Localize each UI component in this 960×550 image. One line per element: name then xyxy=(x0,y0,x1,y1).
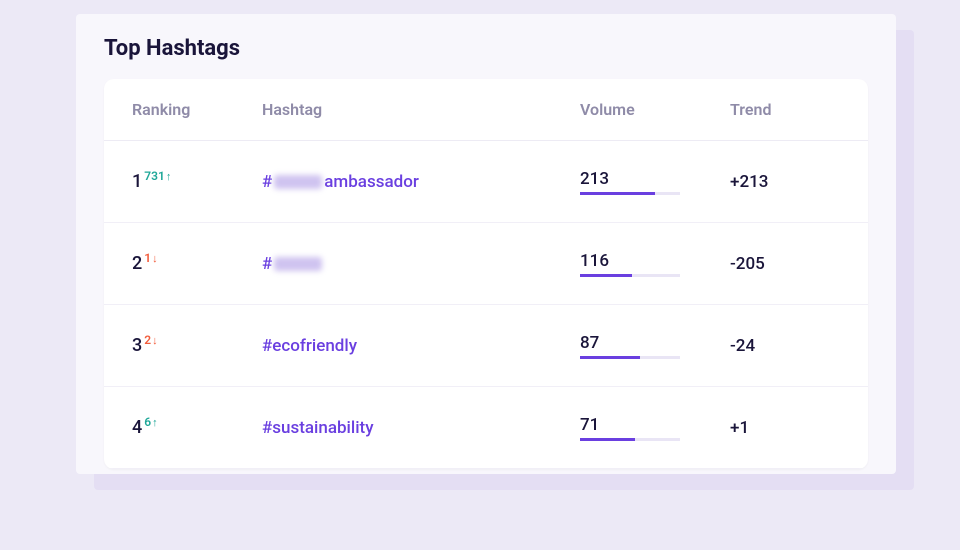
volume-bar xyxy=(580,438,680,441)
rank-cell: 2 1 ↓ xyxy=(132,253,262,274)
rank-change-badge: 6 ↑ xyxy=(144,415,157,429)
hashtag-cell[interactable]: #sustainability xyxy=(262,418,580,438)
trend-value: -205 xyxy=(730,254,840,274)
col-header-hashtag: Hashtag xyxy=(262,100,580,119)
volume-value: 87 xyxy=(580,333,730,353)
redacted-text xyxy=(274,257,322,271)
arrow-up-icon: ↑ xyxy=(152,416,158,429)
volume-bar-fill xyxy=(580,438,635,441)
arrow-down-icon: ↓ xyxy=(152,252,158,265)
rank-change-value: 1 xyxy=(144,251,151,265)
rank-change-value: 731 xyxy=(144,169,165,183)
volume-bar xyxy=(580,274,680,277)
hashtag-cell[interactable]: # ambassador xyxy=(262,172,580,192)
trend-value: -24 xyxy=(730,336,840,356)
trend-value: +213 xyxy=(730,172,840,192)
hashtag-text: #ecofriendly xyxy=(262,336,357,356)
volume-bar-fill xyxy=(580,274,632,277)
rank-change-value: 2 xyxy=(144,333,151,347)
rank-change-value: 6 xyxy=(144,415,151,429)
rank-number: 1 xyxy=(132,171,142,192)
volume-value: 71 xyxy=(580,415,730,435)
volume-bar xyxy=(580,356,680,359)
rank-change-badge: 731 ↑ xyxy=(144,169,171,183)
volume-value: 213 xyxy=(580,169,730,189)
col-header-volume: Volume xyxy=(580,100,730,119)
col-header-ranking: Ranking xyxy=(132,100,262,119)
volume-bar-fill xyxy=(580,192,655,195)
rank-cell: 3 2 ↓ xyxy=(132,335,262,356)
hashtag-cell[interactable]: # xyxy=(262,254,580,274)
rank-number: 4 xyxy=(132,417,142,438)
hashtag-prefix: # xyxy=(262,172,272,192)
table-row[interactable]: 3 2 ↓ #ecofriendly 87 -24 xyxy=(104,305,868,387)
table-row[interactable]: 4 6 ↑ #sustainability 71 +1 xyxy=(104,387,868,469)
rank-cell: 4 6 ↑ xyxy=(132,417,262,438)
rank-change-badge: 2 ↓ xyxy=(144,333,157,347)
arrow-down-icon: ↓ xyxy=(152,334,158,347)
volume-value: 116 xyxy=(580,251,730,271)
col-header-trend: Trend xyxy=(730,100,840,119)
rank-number: 2 xyxy=(132,253,142,274)
volume-bar xyxy=(580,192,680,195)
hashtag-suffix: ambassador xyxy=(324,172,419,192)
volume-cell: 71 xyxy=(580,415,730,441)
rank-change-badge: 1 ↓ xyxy=(144,251,157,265)
table-header-row: Ranking Hashtag Volume Trend xyxy=(104,79,868,141)
volume-cell: 116 xyxy=(580,251,730,277)
panel-title: Top Hashtags xyxy=(104,36,868,61)
volume-cell: 213 xyxy=(580,169,730,195)
volume-cell: 87 xyxy=(580,333,730,359)
trend-value: +1 xyxy=(730,418,840,438)
table-row[interactable]: 1 731 ↑ # ambassador 213 +213 xyxy=(104,141,868,223)
table-row[interactable]: 2 1 ↓ # 116 -205 xyxy=(104,223,868,305)
hashtag-prefix: # xyxy=(262,254,272,274)
volume-bar-fill xyxy=(580,356,640,359)
redacted-text xyxy=(274,175,322,189)
hashtag-text: #sustainability xyxy=(262,418,374,438)
hashtag-cell[interactable]: #ecofriendly xyxy=(262,336,580,356)
rank-number: 3 xyxy=(132,335,142,356)
rank-cell: 1 731 ↑ xyxy=(132,171,262,192)
arrow-up-icon: ↑ xyxy=(166,170,172,183)
hashtag-table: Ranking Hashtag Volume Trend 1 731 ↑ # a… xyxy=(104,79,868,469)
top-hashtags-panel: Top Hashtags Ranking Hashtag Volume Tren… xyxy=(76,14,896,474)
